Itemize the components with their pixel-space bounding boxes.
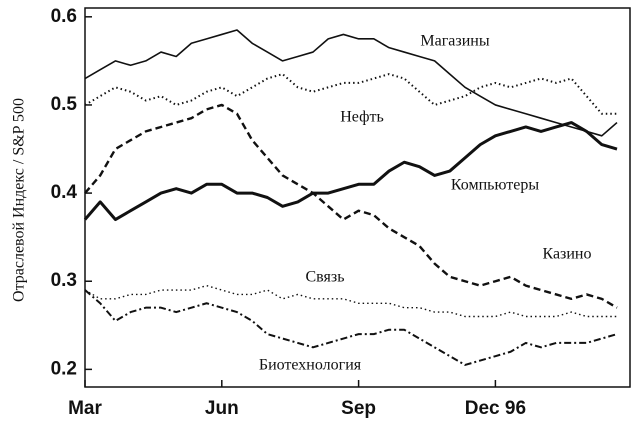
series-line	[84, 284, 617, 318]
series-label: Компьютеры	[451, 177, 539, 194]
y-tick-label: 0.4	[51, 182, 78, 203]
plot-frame	[84, 7, 631, 388]
y-tick-label: 0.5	[51, 94, 78, 115]
series-label: Казино	[542, 246, 591, 263]
x-tick-label: Mar	[68, 398, 102, 419]
series-label: Связь	[306, 269, 345, 286]
x-tick-label: Dec 96	[465, 398, 526, 419]
y-tick-label: 0.3	[51, 270, 77, 291]
series-line	[84, 103, 618, 309]
y-tick-label: 0.2	[51, 358, 77, 379]
series-line	[84, 29, 618, 137]
series-label: Биотехнология	[259, 357, 362, 374]
x-tick-label: Jun	[205, 398, 239, 419]
series-line	[84, 289, 618, 366]
series-label: Нефть	[340, 109, 384, 126]
series-line	[83, 121, 618, 222]
series-label: Магазины	[420, 33, 489, 50]
y-axis-title: Отраслевой Индекс / S&P 500	[11, 98, 28, 302]
x-tick-label: Sep	[341, 398, 376, 419]
series-line	[84, 73, 617, 115]
y-tick-label: 0.6	[51, 6, 77, 27]
